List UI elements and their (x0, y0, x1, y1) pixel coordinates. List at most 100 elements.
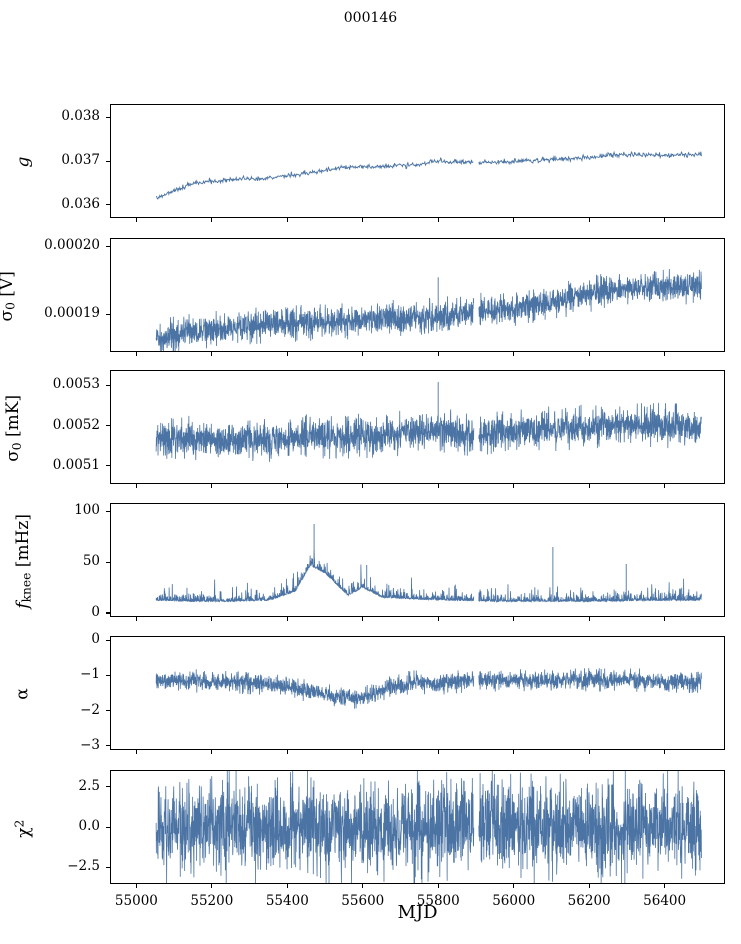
ytick-label: 0.037 (61, 152, 100, 168)
ytick-label: 100 (74, 502, 100, 519)
xtick-mark (362, 352, 364, 356)
xtick-mark (513, 352, 515, 356)
ytick-mark (106, 826, 110, 828)
xtick-mark (286, 352, 288, 356)
panel-sigma0-volts (110, 238, 725, 352)
xtick-mark (286, 484, 288, 488)
ytick-label: 0 (91, 603, 100, 620)
ytick-mark (106, 116, 110, 118)
xtick-mark (211, 884, 213, 888)
xtick-mark (135, 352, 137, 356)
xtick-mark (513, 218, 515, 222)
xtick-mark (588, 884, 590, 888)
ytick-mark (106, 160, 110, 162)
xtick-mark (437, 352, 439, 356)
ytick-label: 0.0 (78, 818, 100, 834)
ytick-mark (106, 384, 110, 386)
xtick-mark (437, 484, 439, 488)
ytick-mark (106, 639, 110, 641)
panel-chi-squared (110, 770, 725, 884)
xtick-label: 55000 (114, 893, 158, 909)
panel-alpha-plot (111, 637, 724, 749)
ytick-mark (106, 710, 110, 712)
xtick-label: 56400 (643, 893, 687, 909)
xtick-mark (362, 884, 364, 888)
ytick-label: 0.038 (61, 108, 100, 125)
panel-alpha (110, 636, 725, 750)
ytick-mark (106, 313, 110, 316)
panel-fknee-plot (111, 504, 724, 616)
xtick-mark (588, 218, 590, 222)
xtick-mark (211, 484, 213, 488)
xtick-mark (588, 352, 590, 356)
ytick-mark (106, 745, 110, 747)
xtick-mark (437, 750, 439, 754)
ytick-label: −2 (80, 701, 100, 718)
ytick-label: −3 (80, 736, 100, 753)
xtick-mark (664, 484, 666, 488)
xtick-label: 55800 (416, 893, 460, 909)
xtick-mark (362, 750, 364, 754)
ytick-label: 0 (91, 631, 100, 648)
xtick-label: 55400 (265, 893, 309, 909)
ytick-label: 0.00020 (44, 237, 100, 254)
xtick-mark (362, 484, 364, 488)
panel-sigma0-mk-plot (111, 371, 724, 483)
xtick-label: 55600 (341, 893, 385, 909)
ylabel-alpha: α (12, 688, 33, 700)
xtick-mark (664, 750, 666, 754)
xtick-label: 56200 (567, 893, 611, 909)
xtick-mark (135, 617, 137, 621)
panel-sigma0-mk (110, 370, 725, 484)
xtick-mark (513, 884, 515, 888)
xtick-mark (135, 484, 137, 488)
xtick-mark (362, 218, 364, 222)
xtick-mark (211, 750, 213, 754)
ytick-mark (106, 561, 110, 563)
xtick-mark (135, 884, 137, 888)
xtick-mark (437, 617, 439, 621)
xtick-mark (588, 750, 590, 754)
ytick-mark (106, 465, 110, 467)
panel-gain (110, 104, 725, 218)
ylabel-sigma0-volts: σ0 [V] (0, 271, 18, 321)
ytick-mark (106, 425, 110, 427)
xtick-mark (437, 884, 439, 888)
xtick-mark (135, 218, 137, 222)
panel-sigma0-volts-plot (111, 239, 724, 351)
ytick-label: 0.0053 (52, 376, 100, 393)
xtick-mark (664, 218, 666, 222)
xaxis-label: MJD (397, 902, 438, 923)
xtick-mark (362, 617, 364, 621)
ytick-mark (106, 786, 110, 788)
ytick-mark (106, 612, 110, 614)
xtick-mark (135, 750, 137, 754)
ytick-label: 0.036 (61, 195, 100, 212)
xtick-label: 56000 (492, 893, 536, 909)
xtick-mark (437, 218, 439, 222)
panel-fknee (110, 503, 725, 617)
ytick-mark (106, 510, 110, 512)
xtick-mark (286, 218, 288, 222)
ytick-label: 0.0052 (52, 416, 100, 433)
xtick-label: 55200 (190, 893, 234, 909)
ytick-label: −2.5 (67, 858, 100, 875)
xtick-mark (588, 617, 590, 621)
ytick-label: 0.0051 (52, 456, 100, 473)
ytick-mark (106, 674, 110, 676)
xtick-mark (211, 352, 213, 356)
xtick-mark (286, 884, 288, 888)
ytick-label: 2.5 (78, 777, 100, 794)
ytick-mark (106, 245, 110, 247)
ytick-mark (106, 204, 110, 206)
xtick-mark (286, 617, 288, 621)
panel-chi-squared-plot (111, 771, 724, 883)
xtick-mark (211, 617, 213, 621)
xtick-mark (588, 484, 590, 488)
xtick-mark (513, 750, 515, 754)
xtick-mark (664, 617, 666, 621)
xtick-mark (286, 750, 288, 754)
ytick-label: 50 (82, 553, 100, 570)
panel-gain-plot (111, 105, 724, 217)
